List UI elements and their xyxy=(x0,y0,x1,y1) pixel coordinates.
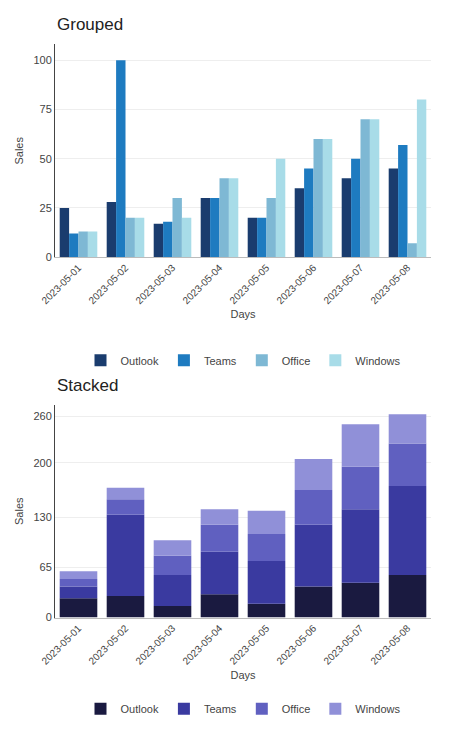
svg-text:260: 260 xyxy=(33,410,51,422)
svg-text:Outlook: Outlook xyxy=(121,703,159,715)
svg-text:Teams: Teams xyxy=(204,703,237,715)
svg-text:Days: Days xyxy=(230,669,256,681)
svg-text:75: 75 xyxy=(40,103,52,115)
svg-text:65: 65 xyxy=(40,561,52,573)
svg-text:50: 50 xyxy=(40,153,52,165)
svg-text:Teams: Teams xyxy=(204,355,237,367)
svg-text:0: 0 xyxy=(46,251,52,263)
svg-text:200: 200 xyxy=(33,457,51,469)
svg-text:25: 25 xyxy=(40,202,52,214)
svg-text:Sales: Sales xyxy=(13,497,25,525)
svg-text:2023-05-05: 2023-05-05 xyxy=(227,262,271,306)
svg-text:2023-05-01: 2023-05-01 xyxy=(39,622,83,666)
svg-text:Office: Office xyxy=(282,355,311,367)
svg-text:130: 130 xyxy=(33,511,51,523)
svg-text:2023-05-08: 2023-05-08 xyxy=(368,622,412,666)
svg-text:2023-05-02: 2023-05-02 xyxy=(86,622,130,666)
svg-text:2023-05-05: 2023-05-05 xyxy=(227,622,271,666)
svg-text:2023-05-07: 2023-05-07 xyxy=(321,262,365,306)
svg-text:100: 100 xyxy=(33,54,51,66)
svg-text:2023-05-07: 2023-05-07 xyxy=(321,622,365,666)
svg-text:2023-05-06: 2023-05-06 xyxy=(274,622,318,666)
svg-text:2023-05-01: 2023-05-01 xyxy=(39,262,83,306)
svg-text:0: 0 xyxy=(46,611,52,623)
svg-text:Windows: Windows xyxy=(355,355,400,367)
svg-text:Grouped: Grouped xyxy=(57,15,123,34)
svg-text:Outlook: Outlook xyxy=(121,355,159,367)
svg-text:2023-05-04: 2023-05-04 xyxy=(180,622,224,666)
svg-text:Office: Office xyxy=(282,703,311,715)
svg-text:2023-05-03: 2023-05-03 xyxy=(133,262,177,306)
svg-text:2023-05-04: 2023-05-04 xyxy=(180,262,224,306)
svg-text:Windows: Windows xyxy=(355,703,400,715)
svg-text:Sales: Sales xyxy=(13,137,25,165)
svg-text:Days: Days xyxy=(230,308,256,320)
svg-text:2023-05-06: 2023-05-06 xyxy=(274,262,318,306)
svg-text:2023-05-08: 2023-05-08 xyxy=(368,262,412,306)
svg-text:2023-05-02: 2023-05-02 xyxy=(86,262,130,306)
svg-text:2023-05-03: 2023-05-03 xyxy=(133,622,177,666)
svg-text:Stacked: Stacked xyxy=(57,376,118,395)
